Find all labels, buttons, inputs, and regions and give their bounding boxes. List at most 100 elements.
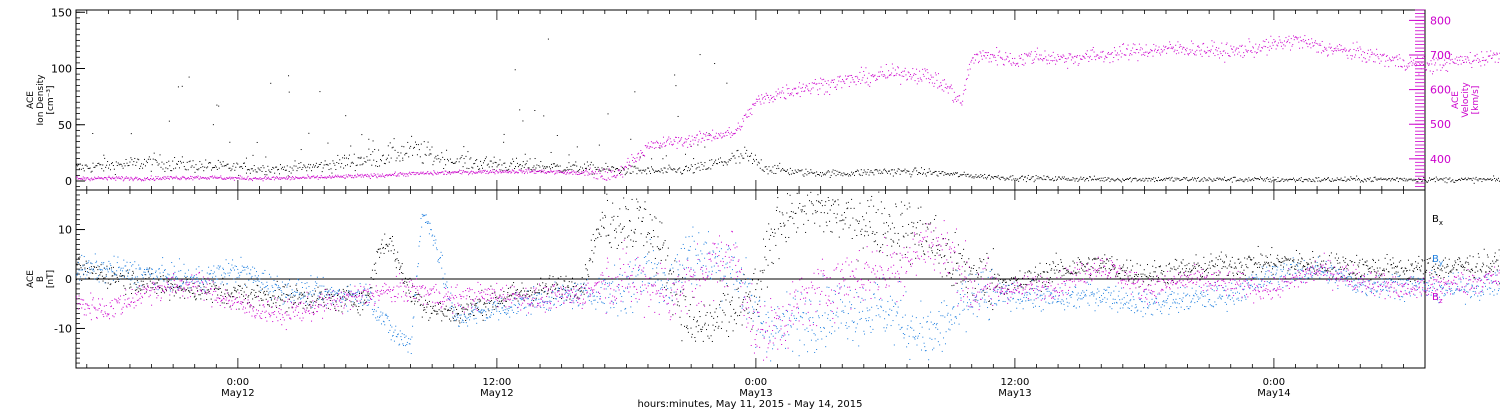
data-point (376, 177, 378, 179)
data-point (1229, 55, 1231, 57)
data-point (167, 281, 169, 283)
data-point (629, 220, 631, 222)
data-point (1201, 55, 1203, 57)
data-point (1223, 50, 1225, 52)
data-point (469, 296, 471, 298)
data-point (1225, 44, 1227, 46)
data-point (1490, 178, 1492, 180)
data-point (699, 316, 701, 318)
data-point (254, 294, 256, 296)
data-point (860, 230, 862, 232)
data-point (687, 137, 689, 139)
data-point (549, 166, 551, 168)
data-point (983, 177, 985, 179)
data-point (395, 267, 397, 269)
data-point (148, 277, 150, 279)
data-point (714, 161, 716, 163)
data-point (724, 314, 726, 316)
data-point (1414, 62, 1416, 64)
data-point (1316, 177, 1318, 179)
data-point (551, 284, 553, 286)
data-point (1365, 61, 1367, 63)
data-point (519, 169, 521, 171)
data-point (801, 169, 803, 171)
data-point (1244, 179, 1246, 181)
data-point (758, 162, 760, 164)
data-point (810, 201, 812, 203)
data-point (992, 54, 994, 56)
data-point (1497, 61, 1499, 63)
data-point (142, 284, 144, 286)
data-point (1208, 177, 1210, 179)
data-point (1226, 180, 1227, 182)
data-point (469, 172, 471, 174)
data-point (693, 137, 695, 139)
data-point (123, 163, 125, 165)
data-point (77, 261, 79, 263)
data-point (1138, 52, 1140, 54)
data-point (198, 178, 200, 180)
data-point (1092, 46, 1094, 48)
data-point (93, 179, 95, 181)
data-point (265, 171, 267, 173)
data-point (322, 167, 324, 169)
data-point (709, 304, 711, 306)
data-point (699, 132, 701, 134)
data-point (232, 296, 234, 298)
data-point (1005, 281, 1007, 283)
data-point (472, 167, 474, 169)
data-point (440, 172, 442, 174)
data-point (821, 205, 823, 207)
data-point (206, 178, 208, 180)
data-point (520, 291, 522, 293)
data-point (720, 161, 722, 163)
data-point (1466, 61, 1468, 63)
data-point (343, 174, 345, 176)
data-point (259, 291, 261, 293)
data-point (1090, 49, 1092, 51)
data-point (560, 171, 562, 173)
data-point (1070, 179, 1072, 181)
data-point (530, 168, 532, 170)
data-point (113, 272, 115, 274)
data-point (1039, 176, 1041, 178)
data-point (956, 95, 958, 97)
data-point (965, 263, 967, 265)
data-point (346, 290, 348, 292)
data-point (438, 309, 440, 311)
data-point (680, 324, 682, 326)
data-point (1088, 180, 1090, 182)
data-point (871, 171, 873, 173)
data-point (314, 290, 316, 292)
data-point (1440, 69, 1442, 71)
data-point (1006, 55, 1008, 57)
data-point (215, 166, 217, 168)
data-point (900, 201, 902, 203)
data-point (1170, 177, 1172, 179)
right-y-tick-label: 700 (1430, 49, 1451, 62)
data-point (858, 220, 860, 222)
data-point (863, 169, 865, 171)
data-point (211, 169, 213, 171)
data-point (1302, 181, 1304, 183)
data-point (816, 200, 818, 202)
data-point (851, 171, 853, 173)
data-point (170, 283, 172, 285)
data-point (690, 145, 692, 147)
data-point (165, 289, 167, 291)
data-point (329, 299, 331, 301)
right-y-tick-label: 400 (1430, 153, 1451, 166)
data-point (684, 166, 686, 168)
data-point (737, 122, 739, 124)
data-point (237, 289, 239, 291)
data-point (1030, 53, 1032, 55)
data-point (132, 272, 134, 274)
data-point (1413, 178, 1415, 180)
data-point (941, 257, 943, 259)
data-point (317, 178, 319, 180)
data-point (781, 90, 783, 92)
data-point (662, 143, 664, 145)
data-point (873, 174, 875, 176)
data-point (893, 169, 895, 171)
data-point (316, 166, 318, 168)
